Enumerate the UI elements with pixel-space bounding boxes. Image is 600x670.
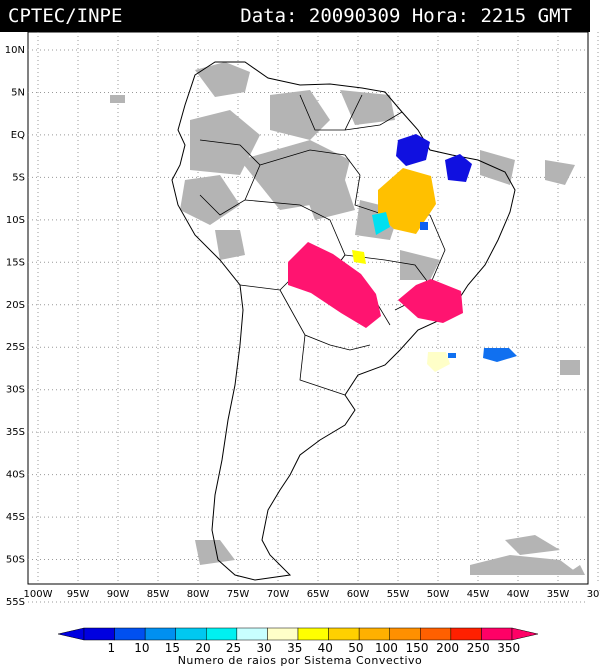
lon-label: 90W	[107, 589, 130, 600]
date-time-label: Data: 20090309 Hora: 2215 GMT	[240, 5, 572, 27]
colorbar-swatch	[175, 627, 207, 641]
lon-label: 45W	[467, 589, 490, 600]
system-magenta-1	[288, 242, 381, 328]
lon-label: 55W	[387, 589, 410, 600]
lat-label: 15S	[6, 257, 25, 268]
system-blue-small	[420, 222, 428, 230]
lon-label: 60W	[347, 589, 370, 600]
lon-label: 50W	[427, 589, 450, 600]
system-magenta-2	[398, 279, 463, 323]
colorbar-label: 350	[497, 641, 520, 655]
colorbar-swatch	[358, 627, 390, 641]
lat-label: 25S	[6, 342, 25, 353]
colorbar-swatch	[114, 627, 146, 641]
colorbar-swatch	[236, 627, 268, 641]
lat-label: 45S	[6, 512, 25, 523]
colorbar-title: Numero de raios por Sistema Convectivo	[177, 654, 423, 667]
colorbar-label: 40	[318, 641, 333, 655]
south-america-outline	[171, 61, 516, 581]
colorbar-swatch	[297, 627, 329, 641]
lat-label: 35S	[6, 427, 25, 438]
lat-label: 20S	[6, 300, 25, 311]
system-blue-3	[483, 348, 517, 362]
lon-label: 40W	[507, 589, 530, 600]
lon-label: 80W	[187, 589, 210, 600]
lat-label: 40S	[6, 470, 25, 481]
colorbar-label: 30	[257, 641, 272, 655]
system-cyan	[372, 212, 390, 235]
lat-label: 50S	[6, 555, 25, 566]
convective-systems	[288, 134, 517, 372]
lon-label: 100W	[24, 589, 53, 600]
colorbar-label: 1	[107, 641, 115, 655]
lon-label: 65W	[307, 589, 330, 600]
colorbar-label: 50	[348, 641, 363, 655]
map-header: CPTEC/INPE Data: 20090309 Hora: 2215 GMT	[0, 0, 590, 32]
lat-label: 10S	[6, 215, 25, 226]
system-blue-1	[396, 134, 430, 166]
colorbar-swatch	[206, 627, 238, 641]
lat-label: 5N	[11, 87, 25, 98]
colorbar-swatch	[420, 627, 452, 641]
lon-label: 35W	[547, 589, 570, 600]
lat-label: 55S	[6, 597, 25, 608]
lon-label: 85W	[147, 589, 170, 600]
colorbar-label: 150	[406, 641, 429, 655]
colorbar-label: 100	[375, 641, 398, 655]
longitude-labels: 100W 95W 90W 85W 80W 75W 70W 65W 60W 55W 50W 45W 40W…	[24, 589, 600, 600]
lon-label: 95W	[67, 589, 90, 600]
colorbar-label: 35	[287, 641, 302, 655]
colorbar-swatch	[144, 627, 176, 641]
system-lightyellow	[427, 352, 450, 372]
system-blue-4	[448, 353, 456, 358]
lon-label: 70W	[267, 589, 290, 600]
colorbar-swatch	[389, 627, 421, 641]
system-blue-2	[445, 154, 472, 182]
colorbar-label: 20	[195, 641, 210, 655]
colorbar-label: 200	[436, 641, 459, 655]
colorbar-arrow-left	[57, 627, 85, 641]
colorbar-label: 25	[226, 641, 241, 655]
colorbar-swatch	[328, 627, 360, 641]
colorbar-swatch	[267, 627, 299, 641]
colorbar-arrow-right	[511, 627, 539, 641]
latitude-labels: 10N 5N EQ 5S 10S 15S 20S 25S 30S 35S 40S 45S 50S 55S	[5, 45, 25, 608]
colorbar: 1 10 15 20 25 30 35 40 50 100 150 200 250 350	[57, 627, 539, 655]
source-label: CPTEC/INPE	[8, 5, 123, 27]
system-orange	[378, 168, 436, 234]
lon-label: 75W	[227, 589, 250, 600]
lat-label: EQ	[11, 130, 25, 141]
lat-label: 5S	[12, 172, 25, 183]
lat-label: 10N	[5, 45, 25, 56]
colorbar-swatch	[83, 627, 115, 641]
colorbar-swatch	[450, 627, 482, 641]
colorbar-label: 15	[165, 641, 180, 655]
lat-label: 30S	[6, 385, 25, 396]
system-yellow	[352, 250, 366, 264]
colorbar-label: 10	[134, 641, 149, 655]
cloud-cover	[110, 62, 585, 575]
colorbar-swatch	[481, 627, 513, 641]
colorbar-label: 250	[467, 641, 490, 655]
lon-label: 30W	[587, 589, 600, 600]
